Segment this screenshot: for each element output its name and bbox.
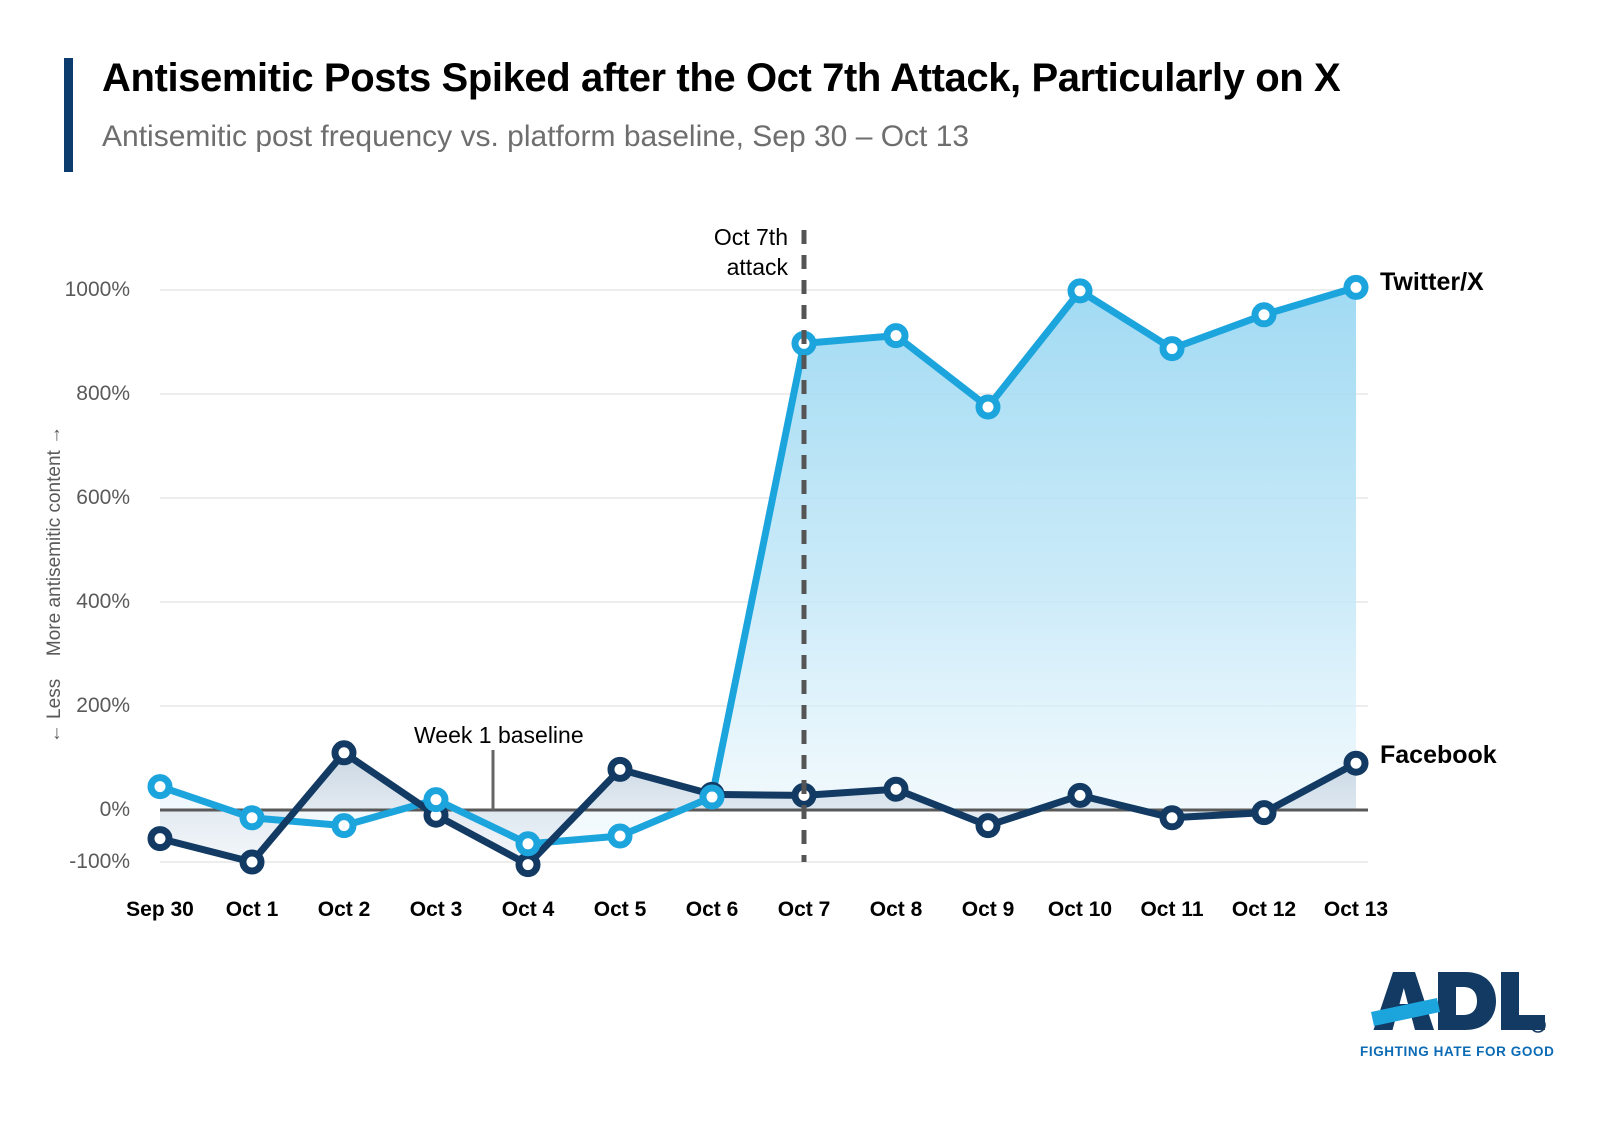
- title-accent-bar: [64, 58, 73, 172]
- adl-wordmark-icon: R: [1371, 972, 1546, 1033]
- xtick-oct-6: Oct 6: [685, 898, 739, 921]
- yaxis-title-less-wrap: ← Less: [40, 630, 70, 790]
- adl-logo: R FIGHTING HATE FOR GOOD: [1358, 968, 1554, 1064]
- series-label-twitter: Twitter/X: [1380, 268, 1484, 296]
- area-twitter: [160, 287, 1356, 844]
- xtick-oct-10: Oct 10: [1047, 898, 1113, 921]
- line-twitter: [156, 283, 1360, 848]
- page-title: Antisemitic Posts Spiked after the Oct 7…: [102, 56, 1341, 100]
- xtick-oct-7: Oct 7: [777, 898, 831, 921]
- ytick-0: 0%: [99, 798, 130, 821]
- xtick-oct-2: Oct 2: [317, 898, 371, 921]
- xtick-sep-30: Sep 30: [126, 898, 194, 921]
- ytick-200: 200%: [76, 694, 130, 717]
- annotation-oct7-line2: attack: [726, 254, 788, 280]
- annotation-oct7-line1: Oct 7th: [713, 224, 788, 250]
- adl-tagline: FIGHTING HATE FOR GOOD: [1360, 1044, 1555, 1059]
- xtick-oct-8: Oct 8: [869, 898, 923, 921]
- markers-twitter: [147, 274, 1369, 857]
- series-label-facebook: Facebook: [1380, 741, 1497, 769]
- xtick-oct-3: Oct 3: [409, 898, 463, 921]
- xtick-oct-9: Oct 9: [961, 898, 1015, 921]
- chart-header: Antisemitic Posts Spiked after the Oct 7…: [64, 56, 1544, 176]
- ytick-neg100: -100%: [69, 850, 130, 873]
- xtick-oct-5: Oct 5: [593, 898, 647, 921]
- ytick-600: 600%: [76, 486, 130, 509]
- annotation-oct7-attack: Oct 7th attack: [714, 222, 788, 282]
- markers-facebook: [147, 740, 1369, 878]
- yaxis-title-less: ← Less: [44, 678, 65, 744]
- ytick-800: 800%: [76, 382, 130, 405]
- xtick-oct-11: Oct 11: [1140, 898, 1204, 921]
- xtick-oct-4: Oct 4: [501, 898, 555, 921]
- xtick-oct-12: Oct 12: [1231, 898, 1297, 921]
- ytick-400: 400%: [76, 590, 130, 613]
- annotation-week1-baseline: Week 1 baseline: [414, 722, 584, 748]
- line-facebook: [156, 749, 1360, 869]
- svg-text:R: R: [1535, 1021, 1542, 1031]
- xtick-oct-13: Oct 13: [1323, 898, 1389, 921]
- page-subtitle: Antisemitic post frequency vs. platform …: [102, 120, 970, 153]
- ytick-1000: 1000%: [64, 278, 130, 301]
- xtick-oct-1: Oct 1: [225, 898, 279, 921]
